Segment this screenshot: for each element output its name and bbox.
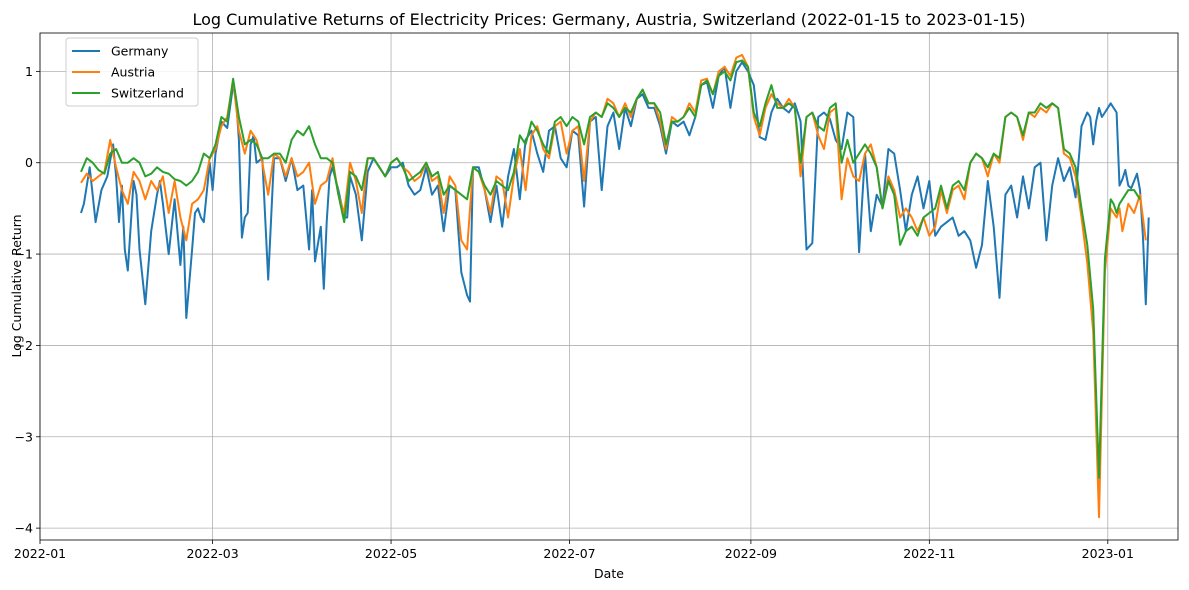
- x-tick-label: 2022-03: [186, 546, 238, 561]
- legend-label-austria: Austria: [111, 65, 155, 80]
- y-tick-label: −2: [15, 338, 33, 353]
- y-tick-label: 0: [25, 155, 33, 170]
- plot-frame: [39, 32, 1179, 541]
- x-tick-label: 2022-11: [903, 546, 955, 561]
- y-axis-label: Log Cumulative Return: [9, 214, 24, 357]
- legend: Germany Austria Switzerland: [65, 37, 199, 107]
- x-axis-ticks: 2022-01 2022-03 2022-05 2022-07 2022-09 2022-…: [14, 540, 1134, 561]
- x-tick-label: 2023-01: [1082, 546, 1134, 561]
- x-axis-label: Date: [594, 566, 624, 581]
- x-tick-label: 2022-09: [725, 546, 777, 561]
- series-group: [80, 53, 1150, 519]
- legend-box: [65, 37, 199, 107]
- grid: [39, 33, 1178, 540]
- y-tick-label: −1: [15, 247, 33, 262]
- legend-label-germany: Germany: [111, 44, 169, 59]
- y-tick-label: −3: [15, 429, 33, 444]
- chart-title: Log Cumulative Returns of Electricity Pr…: [192, 10, 1025, 29]
- y-axis-ticks: −4 −3 −2 −1 0 1: [15, 64, 40, 536]
- legend-label-switzerland: Switzerland: [111, 86, 184, 101]
- x-tick-label: 2022-07: [543, 546, 595, 561]
- x-tick-label: 2022-01: [14, 546, 66, 561]
- x-tick-label: 2022-05: [365, 546, 417, 561]
- y-tick-label: −4: [15, 521, 33, 536]
- series-line-switzerland: [80, 59, 1141, 479]
- y-tick-label: 1: [25, 64, 33, 79]
